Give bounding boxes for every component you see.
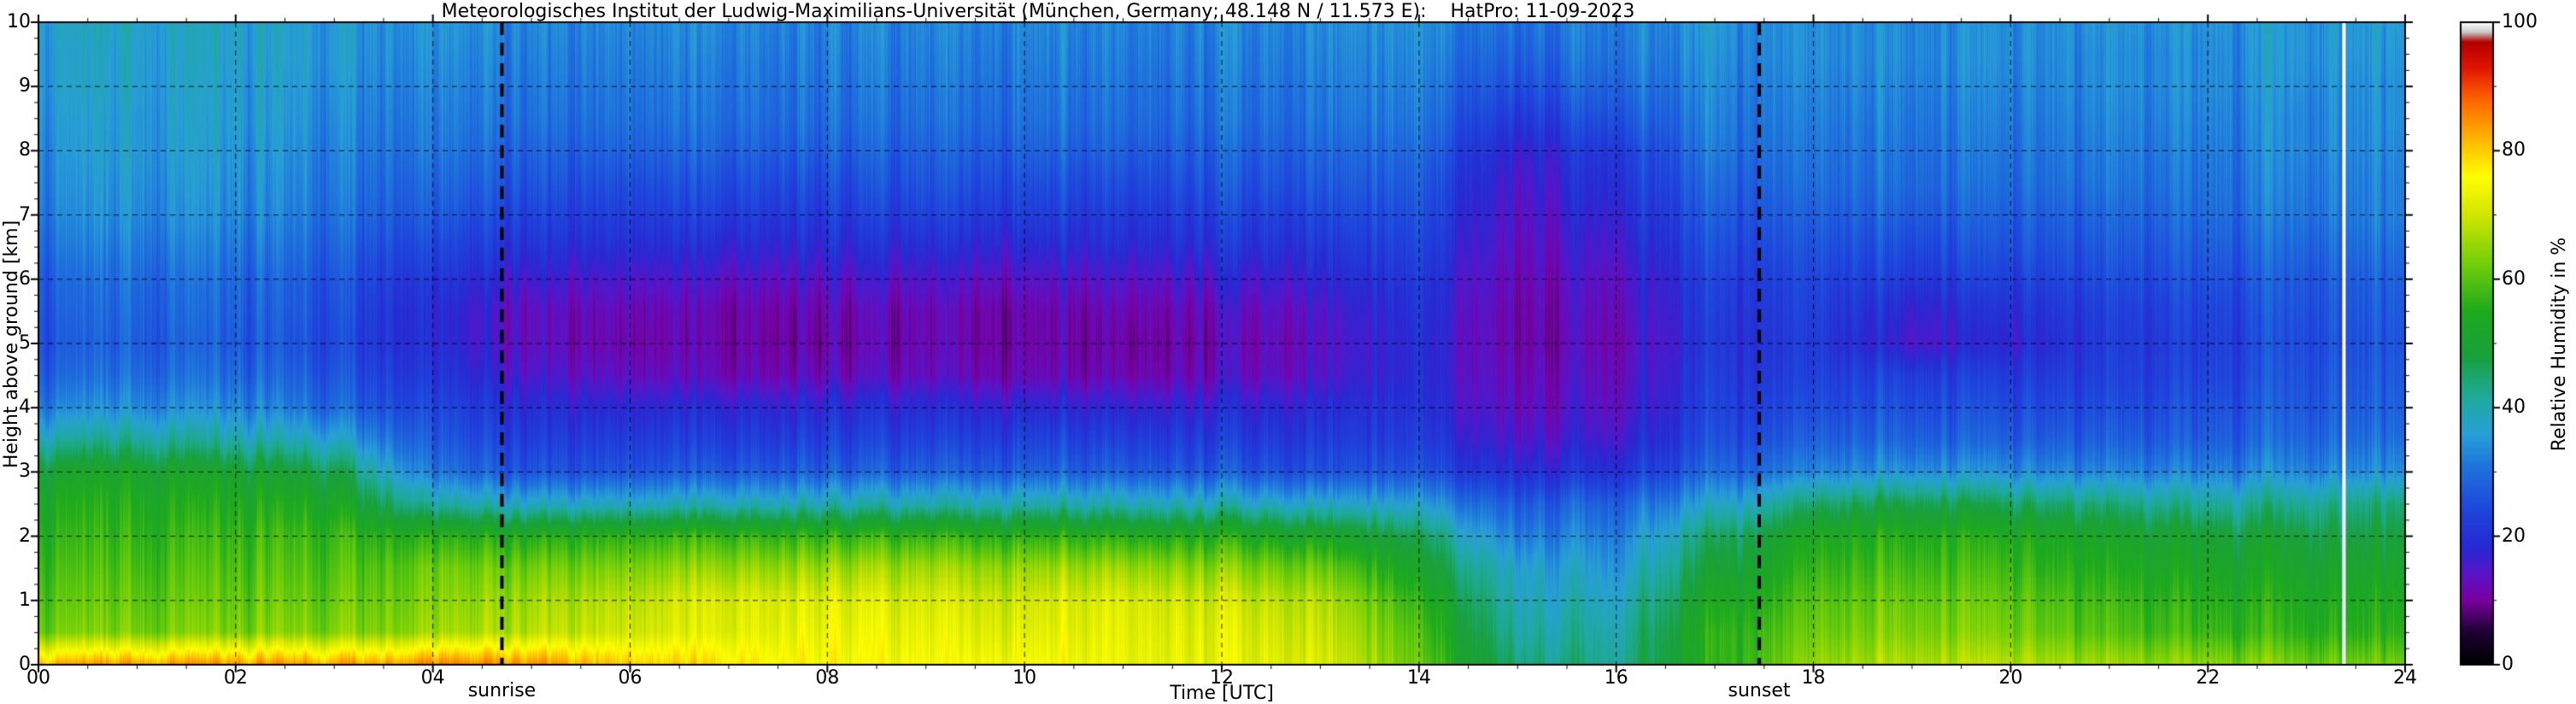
x-tick-label: 22 xyxy=(2196,667,2221,689)
colorbar-tick-label: 40 xyxy=(2502,396,2526,419)
x-tick-label: 20 xyxy=(1998,667,2023,689)
x-tick-label: 04 xyxy=(420,667,445,689)
colorbar-tick-label: 80 xyxy=(2502,139,2526,161)
y-tick-label: 0 xyxy=(19,654,31,675)
y-tick-label: 10 xyxy=(7,11,31,32)
x-tick-label: 14 xyxy=(1406,667,1431,689)
x-tick-label: 24 xyxy=(2393,667,2417,689)
x-tick-label: 02 xyxy=(223,667,248,689)
y-tick-label: 9 xyxy=(19,75,31,97)
x-tick-label: 10 xyxy=(1012,667,1037,689)
chart-title: Meteorologisches Institut der Ludwig-Max… xyxy=(441,1,1635,22)
y-tick-label: 6 xyxy=(19,267,31,290)
colorbar-label: Relative Humidity in % xyxy=(2549,237,2570,452)
y-tick-label: 7 xyxy=(19,203,31,226)
colorbar-tick-label: 100 xyxy=(2502,11,2538,32)
x-tick-label: 12 xyxy=(1210,667,1234,689)
x-tick-label: 08 xyxy=(815,667,840,689)
y-tick-label: 4 xyxy=(19,396,31,419)
x-tick-label: 06 xyxy=(618,667,643,689)
y-tick-label: 3 xyxy=(19,461,31,483)
x-axis-label: Time [UTC] xyxy=(1170,683,1274,704)
x-tick-label: 18 xyxy=(1801,667,1826,689)
colorbar-tick-label: 20 xyxy=(2502,525,2526,547)
x-tick-label: 00 xyxy=(26,667,50,689)
y-tick-label: 2 xyxy=(19,525,31,547)
x-tick-label: 16 xyxy=(1604,667,1628,689)
y-tick-label: 8 xyxy=(19,139,31,161)
y-tick-label: 1 xyxy=(19,589,31,611)
colorbar-tick-label: 60 xyxy=(2502,267,2526,290)
colorbar-tick-label: 0 xyxy=(2502,654,2514,675)
sunrise-label: sunrise xyxy=(467,680,537,701)
sunset-label: sunset xyxy=(1728,680,1791,701)
y-tick-label: 5 xyxy=(19,332,31,354)
